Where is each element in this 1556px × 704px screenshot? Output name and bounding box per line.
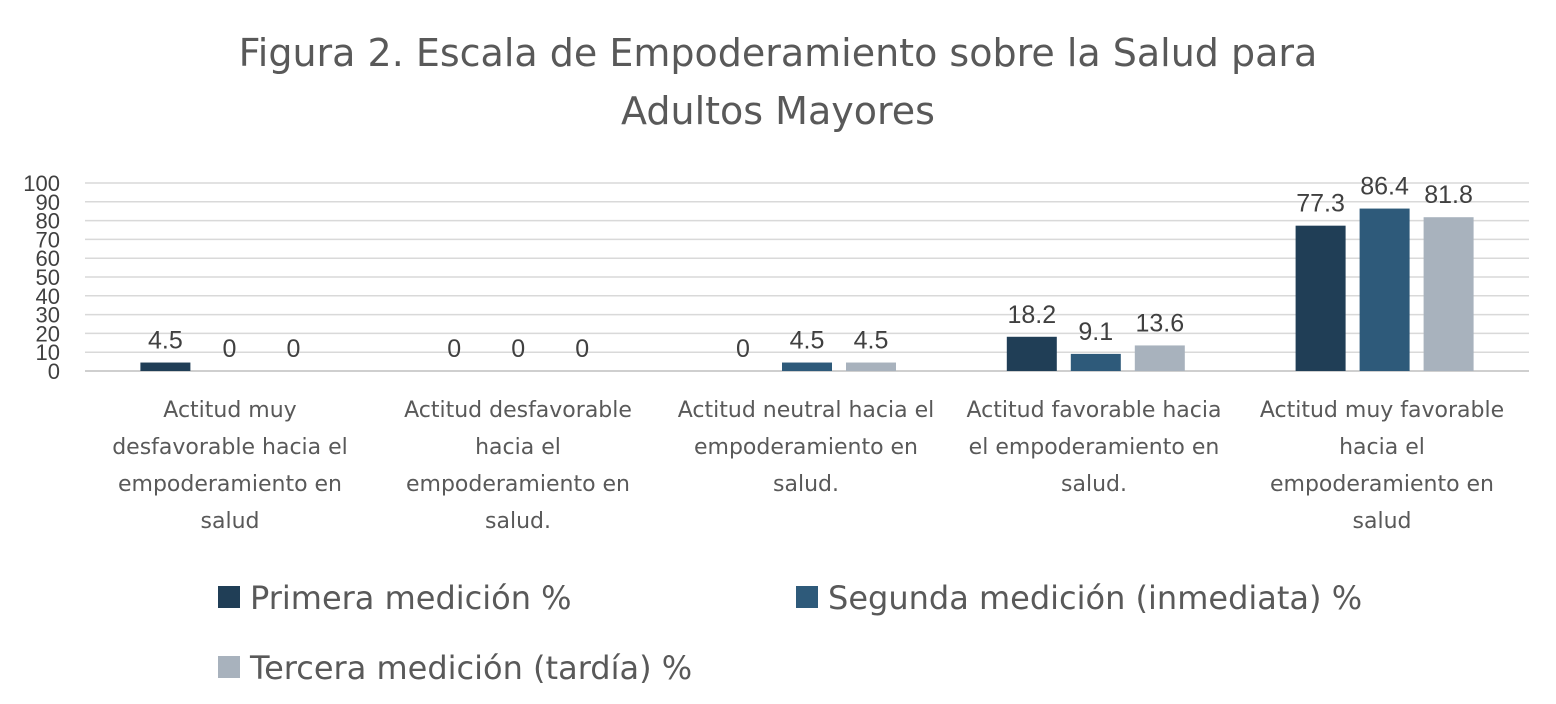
legend-swatch-segunda bbox=[796, 586, 818, 608]
bar bbox=[1134, 345, 1185, 371]
bar bbox=[1006, 336, 1057, 371]
y-tick-label: 10 bbox=[36, 340, 60, 365]
y-tick-label: 40 bbox=[36, 284, 60, 309]
data-label: 4.5 bbox=[148, 327, 183, 355]
data-label: 0 bbox=[736, 335, 750, 363]
legend-label-primera: Primera medición % bbox=[250, 579, 572, 617]
bar bbox=[1359, 208, 1410, 371]
y-tick-label: 70 bbox=[36, 227, 60, 252]
y-tick-label: 50 bbox=[36, 265, 60, 290]
y-tick-label: 20 bbox=[36, 321, 60, 346]
data-label: 0 bbox=[222, 335, 236, 363]
bars bbox=[140, 208, 1474, 371]
data-label: 81.8 bbox=[1424, 181, 1473, 209]
y-tick-label: 60 bbox=[36, 246, 60, 271]
y-tick-label: 30 bbox=[36, 303, 60, 328]
bar bbox=[1070, 353, 1121, 371]
chart-title: Figura 2. Escala de Empoderamiento sobre… bbox=[0, 24, 1556, 140]
category-label-4: Actitud favorable hacia el empoderamient… bbox=[966, 398, 1222, 497]
data-label: 9.1 bbox=[1078, 318, 1113, 346]
data-labels: 4.5 0 0 18.2 77.3 0 0 4.5 9.1 86.4 0 0 4.5 13.6 81.8 bbox=[148, 173, 1473, 363]
bar bbox=[140, 362, 191, 371]
y-tick-label: 80 bbox=[36, 209, 60, 234]
category-label-5: Actitud muy favorable hacia el empoderam… bbox=[1259, 398, 1505, 534]
bar bbox=[1295, 225, 1346, 371]
category-label-3: Actitud neutral hacia el empoderamiento … bbox=[677, 398, 935, 497]
legend-label-segunda: Segunda medición (inmediata) % bbox=[828, 579, 1363, 617]
data-label: 0 bbox=[286, 335, 300, 363]
legend-label-tercera: Tercera medición (tardía) % bbox=[250, 649, 693, 687]
data-label: 77.3 bbox=[1296, 190, 1345, 218]
data-label: 4.5 bbox=[854, 327, 889, 355]
data-label: 4.5 bbox=[790, 327, 825, 355]
chart-title-line-1: Figura 2. Escala de Empoderamiento sobre… bbox=[238, 31, 1318, 75]
category-label-1: Actitud muy desfavorable hacia el empode… bbox=[112, 398, 348, 534]
y-tick-label: 90 bbox=[36, 190, 60, 215]
category-label-2: Actitud desfavorable hacia el empoderami… bbox=[404, 398, 632, 534]
data-label: 0 bbox=[447, 335, 461, 363]
legend-item-tercera: Tercera medición (tardía) % bbox=[218, 648, 692, 688]
legend-item-primera: Primera medición % bbox=[218, 578, 572, 618]
legend-item-segunda: Segunda medición (inmediata) % bbox=[796, 578, 1362, 618]
bar bbox=[1423, 217, 1474, 371]
data-label: 13.6 bbox=[1135, 309, 1184, 337]
y-tick-label: 0 bbox=[48, 359, 60, 384]
bar bbox=[782, 362, 832, 371]
data-label: 18.2 bbox=[1007, 301, 1056, 329]
data-label: 0 bbox=[511, 335, 525, 363]
legend-swatch-primera bbox=[218, 586, 240, 608]
chart-title-line-2: Adultos Mayores bbox=[621, 89, 935, 133]
legend-swatch-tercera bbox=[218, 656, 240, 678]
bar bbox=[846, 362, 896, 371]
data-label: 86.4 bbox=[1360, 173, 1409, 201]
gridlines bbox=[85, 182, 1529, 372]
y-tick-label: 100 bbox=[23, 171, 60, 196]
data-label: 0 bbox=[575, 335, 589, 363]
